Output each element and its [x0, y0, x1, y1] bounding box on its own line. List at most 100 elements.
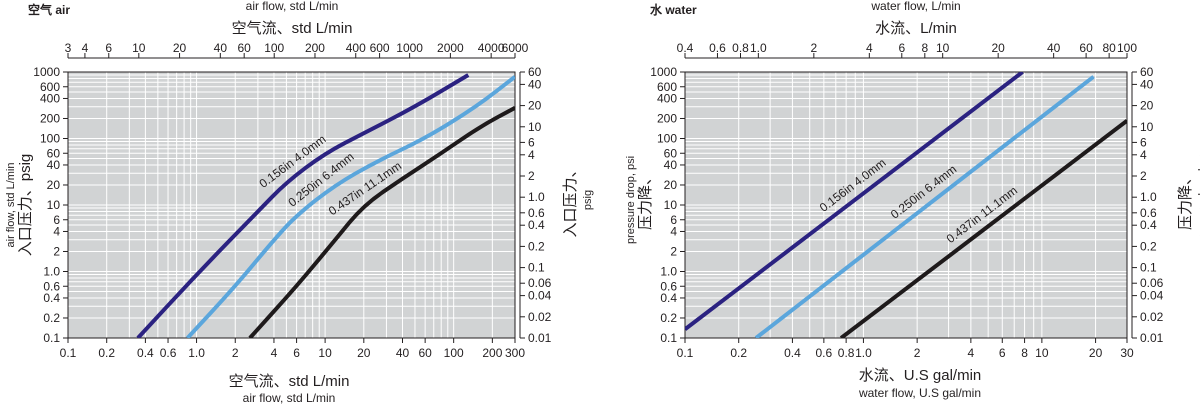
- air-right-tick-label: 4: [528, 148, 535, 162]
- air-bottom-tick-label: 0.2: [98, 346, 115, 360]
- water-left-tick-label: 4: [670, 224, 677, 238]
- air-left-tick-label: 60: [47, 146, 61, 160]
- air-right-tick-label: 0.6: [528, 206, 545, 220]
- air-left-tick-label: 1.0: [43, 265, 60, 279]
- water-left-tick-label: 0.2: [660, 311, 677, 325]
- air-series-line-0: [136, 73, 470, 338]
- air-top-tick-label: 40: [214, 41, 228, 55]
- air-top-tick-label: 10: [132, 41, 146, 55]
- water-top-tick-label: 40: [1047, 41, 1061, 55]
- water-right-axis-label-en: pressure drop, bar: [1197, 155, 1200, 245]
- air-left-tick-label: 20: [47, 178, 61, 192]
- water-top-tick-label: 0.6: [709, 41, 726, 55]
- air-right-tick-label: 2: [528, 169, 535, 183]
- water-top-tick-label: 1.0: [750, 41, 767, 55]
- air-bottom-tick-label: 4: [271, 346, 278, 360]
- air-left-tick-label: 200: [40, 111, 60, 125]
- water-series-line-1: [754, 75, 1095, 338]
- air-bottom-tick-label: 0.6: [160, 346, 177, 360]
- water-right-tick-label: 0.4: [1140, 218, 1157, 232]
- air-right-tick-label: 0.01: [528, 331, 552, 345]
- air-left-tick-label: 400: [40, 91, 60, 105]
- air-series-line-1: [186, 75, 515, 338]
- water-bottom-tick-label: 30: [1120, 346, 1134, 360]
- water-bottom-tick-label: 0.1: [677, 346, 694, 360]
- air-right-tick-label: 0.1: [528, 261, 545, 275]
- air-top-tick-label: 6: [105, 41, 112, 55]
- water-series-line-2: [839, 119, 1127, 338]
- water-left-tick-label: 1000: [650, 65, 677, 79]
- air-right-tick-label: 0.4: [528, 218, 545, 232]
- air-bottom-tick-label: 0.4: [137, 346, 154, 360]
- air-top-tick-label: 4000: [478, 41, 505, 55]
- air-right-tick-label: 1.0: [528, 190, 545, 204]
- air-left-tick-label: 1000: [33, 65, 60, 79]
- air-left-tick-label: 2: [53, 244, 60, 258]
- air-bottom-tick-label: 40: [396, 346, 410, 360]
- water-bottom-axis-label-en: water flow, U.S gal/min: [858, 386, 981, 400]
- air-right-axis-label-zh: 入口压力、: [562, 162, 579, 237]
- water-left-tick-label: 0.1: [660, 331, 677, 345]
- water-bottom-tick-label: 20: [1089, 346, 1103, 360]
- water-corner-label: 水 water: [650, 2, 697, 17]
- air-top-tick-label: 20: [173, 41, 187, 55]
- air-top-tick-label: 1000: [396, 41, 423, 55]
- air-top-tick-label: 200: [305, 41, 325, 55]
- air-bottom-tick-label: 2: [232, 346, 239, 360]
- air-bottom-tick-label: 6: [293, 346, 300, 360]
- water-bottom-tick-label: 0.8: [838, 346, 855, 360]
- air-bottom-tick-label: 100: [444, 346, 464, 360]
- air-top-tick-label: 2000: [437, 41, 464, 55]
- water-left-tick-label: 400: [657, 91, 677, 105]
- air-right-tick-label: 40: [528, 77, 542, 91]
- air-right-tick-label: 10: [528, 120, 542, 134]
- air-bottom-tick-label: 10: [318, 346, 332, 360]
- air-left-tick-label: 4: [53, 224, 60, 238]
- water-right-tick-label: 0.06: [1140, 276, 1164, 290]
- air-bottom-tick-label: 0.1: [60, 346, 77, 360]
- water-chart: 0.1 0.2 0.4 0.6 0.8 1.0 2 4 6 8 10 20 300.4 0.6 0.8 1.0…: [625, 0, 1200, 400]
- air-left-tick-label: 6: [53, 213, 60, 227]
- water-right-tick-label: 0.1: [1140, 261, 1157, 275]
- air-corner-label: 空气 air: [28, 2, 70, 17]
- water-top-tick-label: 60: [1079, 41, 1093, 55]
- water-right-tick-label: 0.2: [1140, 239, 1157, 253]
- water-right-tick-label: 2: [1140, 169, 1147, 183]
- air-right-tick-label: 0.04: [528, 289, 552, 303]
- water-right-tick-label: 0.02: [1140, 310, 1164, 324]
- air-left-tick-label: 40: [47, 158, 61, 172]
- water-right-tick-label: 0.6: [1140, 206, 1157, 220]
- water-top-tick-label: 4: [866, 41, 873, 55]
- water-right-tick-label: 1.0: [1140, 190, 1157, 204]
- air-bottom-axis-label-zh: 空气流、std L/min: [229, 373, 350, 390]
- air-bottom-tick-label: 300: [505, 346, 525, 360]
- air-right-tick-label: 0.2: [528, 239, 545, 253]
- water-bottom-tick-label: 4: [968, 346, 975, 360]
- water-top-tick-label: 0.4: [677, 41, 694, 55]
- water-left-tick-label: 0.4: [660, 291, 677, 305]
- air-bottom-tick-label: 1.0: [188, 346, 205, 360]
- air-left-tick-label: 0.1: [43, 331, 60, 345]
- air-top-tick-label: 4: [82, 41, 89, 55]
- air-top-tick-label: 600: [370, 41, 390, 55]
- air-top-tick-label: 6000: [502, 41, 529, 55]
- water-left-tick-label: 100: [657, 132, 677, 146]
- air-bottom-tick-label: 60: [418, 346, 432, 360]
- air-bottom-tick-label: 20: [357, 346, 371, 360]
- water-left-tick-label: 0.6: [660, 279, 677, 293]
- water-left-axis-label-en: pressure drop, psi: [625, 156, 637, 244]
- water-right-tick-label: 60: [1140, 65, 1154, 79]
- water-left-tick-label: 6: [670, 213, 677, 227]
- water-right-tick-label: 4: [1140, 148, 1147, 162]
- air-right-tick-label: 0.02: [528, 310, 552, 324]
- water-top-axis-label-zh: 水流、L/min: [875, 20, 957, 37]
- air-bottom-tick-label: 200: [482, 346, 502, 360]
- air-left-tick-label: 0.4: [43, 291, 60, 305]
- air-top-tick-label: 3: [65, 41, 72, 55]
- water-left-tick-label: 1.0: [660, 265, 677, 279]
- air-left-tick-label: 0.2: [43, 311, 60, 325]
- air-right-tick-label: 0.06: [528, 276, 552, 290]
- water-left-tick-label: 200: [657, 111, 677, 125]
